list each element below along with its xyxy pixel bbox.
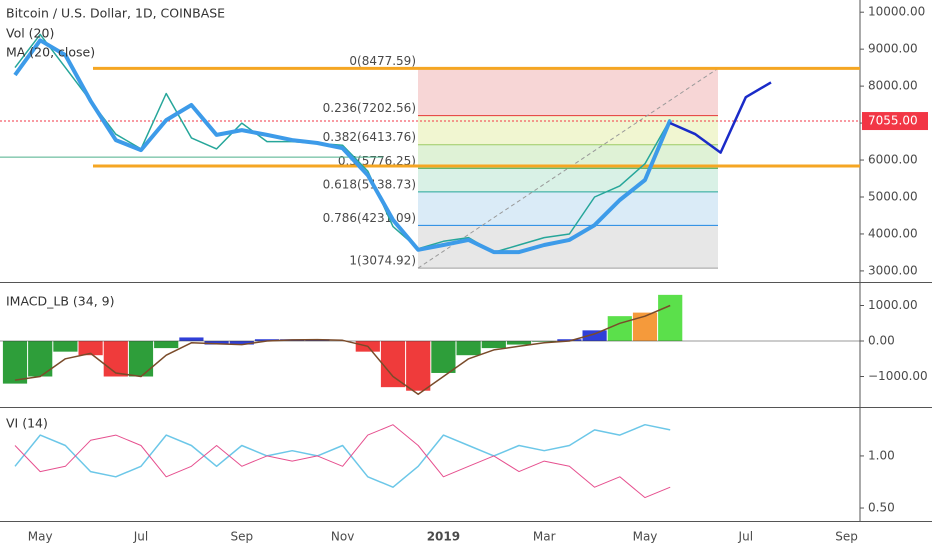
- y-tick-label: 10000.00: [868, 5, 925, 19]
- histogram-bar: [632, 312, 658, 342]
- series-line: [669, 81, 772, 154]
- y-tick-label: 1.00: [868, 448, 895, 462]
- histogram-bar: [204, 341, 229, 345]
- histogram-bar: [431, 341, 456, 373]
- y-tick-label: 4000.00: [868, 226, 918, 240]
- plot-area: 0(8477.59) 0.236(7202.56) 0.382(6413.76) 0.…: [0, 33, 860, 499]
- pane-title: VI (14): [6, 416, 48, 431]
- histogram-bar: [229, 341, 254, 345]
- fib-label: 0(8477.59): [349, 54, 416, 68]
- series-line: [14, 33, 671, 254]
- histogram-bar: [607, 316, 632, 342]
- histogram-bar: [154, 341, 179, 349]
- histogram-bar: [254, 339, 280, 342]
- chart-title: Bitcoin / U.S. Dollar, 1D, COINBASE: [6, 6, 225, 21]
- y-tick-label: −1000.00: [868, 369, 928, 383]
- fib-label: 1(3074.92): [349, 254, 416, 268]
- histogram-bar: [78, 341, 103, 356]
- pane-title: IMACD_LB (34, 9): [6, 294, 114, 309]
- fib-zone: [418, 191, 718, 226]
- fib-zone: [418, 68, 718, 116]
- x-tick-label: 2019: [427, 530, 460, 544]
- histogram-bar: [481, 341, 506, 349]
- y-tick-label: 0.00: [868, 334, 895, 348]
- x-tick-label: Sep: [230, 530, 253, 544]
- histogram-bar: [103, 341, 128, 377]
- histogram-bar: [658, 294, 683, 342]
- histogram-bar: [380, 341, 406, 388]
- x-tick-label: Jul: [133, 530, 148, 544]
- series-line: [13, 38, 673, 255]
- x-tick-label: Jul: [738, 530, 753, 544]
- fib-label: 0.382(6413.76): [323, 130, 416, 144]
- last-price-tag: [862, 112, 928, 131]
- y-tick-label: 1000.00: [868, 298, 918, 312]
- fib-label: 0.236(7202.56): [323, 101, 416, 115]
- histogram-bar: [406, 341, 431, 391]
- fib-label: 0.786(4231.09): [323, 211, 416, 225]
- histogram-bar: [179, 337, 204, 342]
- x-tick-label: Nov: [331, 530, 354, 544]
- x-tick-label: May: [28, 530, 53, 544]
- y-tick-label: 6000.00: [868, 153, 918, 167]
- series-line: [14, 423, 671, 488]
- y-tick-label: 8000.00: [868, 79, 918, 93]
- y-tick-label: 5000.00: [868, 189, 918, 203]
- x-tick-label: Mar: [533, 530, 556, 544]
- histogram-bar: [506, 341, 532, 345]
- x-tick-label: May: [633, 530, 658, 544]
- y-tick-label: 0.50: [868, 501, 895, 515]
- x-tick-label: Sep: [835, 530, 858, 544]
- histogram-bar: [128, 341, 154, 377]
- histogram-bar: [532, 341, 557, 342]
- histogram-bar: [582, 330, 607, 342]
- indicator-label: Vol (20): [6, 26, 54, 41]
- y-tick-label: 3000.00: [868, 263, 918, 277]
- histogram-bar: [53, 341, 78, 352]
- series-line: [14, 424, 671, 499]
- fib-zone: [418, 168, 718, 192]
- indicator-label: MA (20, close): [6, 45, 95, 60]
- fib-zone: [418, 115, 718, 145]
- fib-label: 0.618(5138.73): [323, 177, 416, 191]
- fib-zone: [418, 144, 718, 169]
- histogram-bar: [2, 341, 28, 384]
- signal-line: [14, 304, 671, 396]
- y-tick-label: 9000.00: [868, 42, 918, 56]
- last-price-label: 7055.00: [868, 114, 918, 128]
- fib-zone: [418, 225, 718, 269]
- histogram-bar: [557, 339, 582, 342]
- histogram-bar: [456, 341, 481, 356]
